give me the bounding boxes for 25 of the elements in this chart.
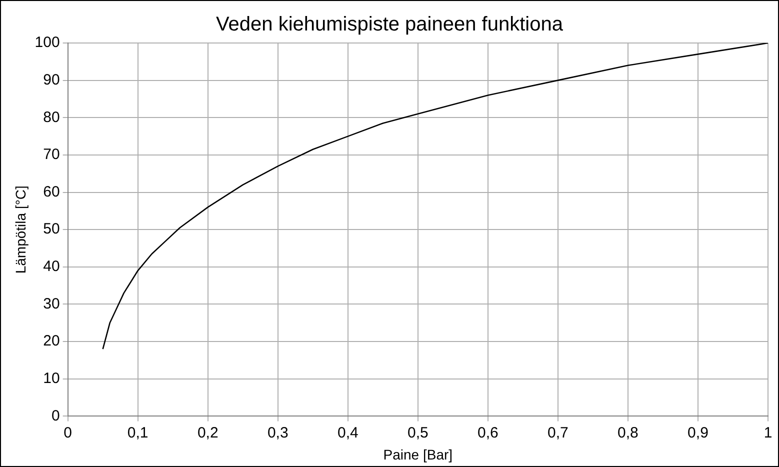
y-tick-label: 80 bbox=[43, 108, 60, 126]
x-tick-label: 0,1 bbox=[127, 424, 148, 442]
y-tick-label: 20 bbox=[43, 332, 60, 350]
y-tick-label: 0 bbox=[51, 407, 60, 424]
y-tick-label: 70 bbox=[43, 146, 60, 164]
y-tick-label: 100 bbox=[34, 34, 60, 52]
y-tick-label: 10 bbox=[43, 370, 60, 388]
x-tick-label: 1 bbox=[764, 424, 772, 442]
x-tick-label: 0,6 bbox=[478, 424, 498, 442]
x-tick-label: 0,7 bbox=[548, 424, 568, 442]
x-tick-label: 0 bbox=[64, 424, 72, 442]
x-tick-label: 0,5 bbox=[407, 424, 428, 442]
x-axis-title: Paine [Bar] bbox=[383, 446, 453, 462]
x-tick-label: 0,9 bbox=[688, 424, 708, 442]
x-tick-label: 0,2 bbox=[197, 424, 218, 442]
x-tick-label: 0,4 bbox=[337, 424, 358, 442]
y-tick-label: 40 bbox=[43, 258, 60, 276]
y-tick-label: 50 bbox=[43, 220, 60, 238]
y-tick-label: 90 bbox=[43, 71, 60, 88]
x-tick-label: 0,8 bbox=[618, 424, 638, 442]
x-tick-label: 0,3 bbox=[267, 424, 288, 442]
y-tick-label: 60 bbox=[43, 183, 60, 200]
chart-title: Veden kiehumispiste paineen funktiona bbox=[216, 14, 564, 36]
y-tick-label: 30 bbox=[43, 295, 60, 312]
y-axis-title: Lämpötila [°C] bbox=[12, 186, 28, 274]
